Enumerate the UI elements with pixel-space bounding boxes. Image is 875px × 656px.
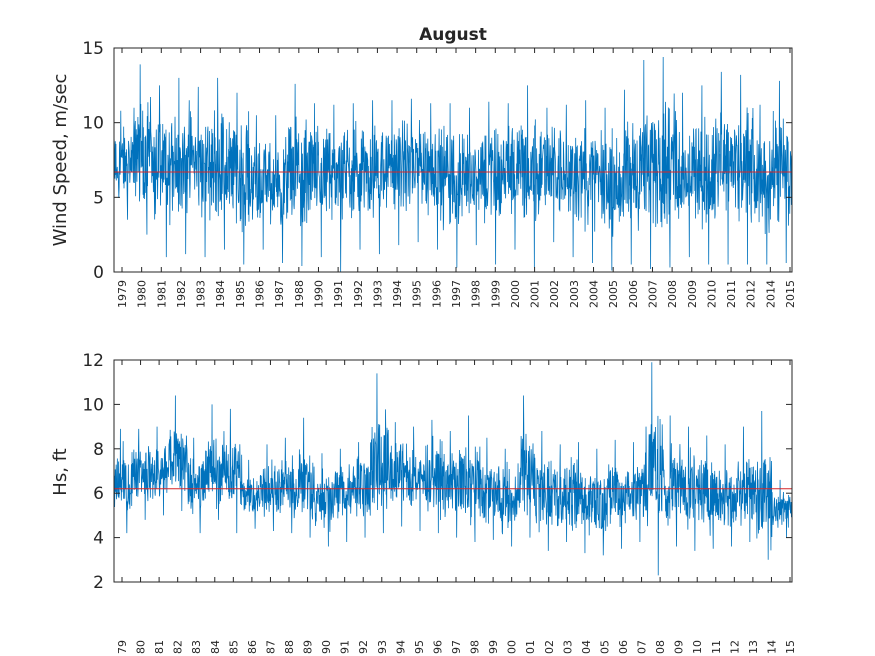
xtick-label: 1993 xyxy=(371,280,384,308)
xtick-label: 00 xyxy=(506,640,519,654)
xtick-label: 2011 xyxy=(725,280,738,308)
xtick-label: 1994 xyxy=(391,280,404,308)
xtick-label: 2009 xyxy=(686,280,699,308)
xtick-label: 04 xyxy=(580,640,593,654)
xtick-label: 1992 xyxy=(352,280,365,308)
xtick-label: 2006 xyxy=(627,280,640,308)
xtick-label: 2002 xyxy=(548,280,561,308)
xtick-label: 1995 xyxy=(411,280,424,308)
xtick-label: 99 xyxy=(487,640,500,654)
xtick-label: 1983 xyxy=(195,280,208,308)
xtick-label: 02 xyxy=(543,640,556,654)
xtick-label: 86 xyxy=(246,640,259,654)
xtick-label: 1981 xyxy=(155,280,168,308)
series-line xyxy=(113,362,793,576)
xtick-label: 1984 xyxy=(214,280,227,308)
xtick-label: 06 xyxy=(617,640,630,654)
xtick-label: 05 xyxy=(598,640,611,654)
xtick-label: 1985 xyxy=(234,280,247,308)
xtick-label: 97 xyxy=(450,640,463,654)
ytick-label: 12 xyxy=(82,351,104,371)
xtick-label: 14 xyxy=(765,640,778,654)
xtick-label: 2005 xyxy=(607,280,620,308)
wave-height-axes: 2 4 6 8 10 12 79 80 81 82 83 84 85 86 87 88 89 90 91 92 93 94… xyxy=(82,351,797,654)
ytick-label: 0 xyxy=(93,263,104,283)
xtick-label: 1991 xyxy=(332,280,345,308)
xtick-label: 09 xyxy=(673,640,686,654)
xtick-label: 2000 xyxy=(509,280,522,308)
xtick-label: 83 xyxy=(190,640,203,654)
xtick-label: 08 xyxy=(654,640,667,654)
xtick-label: 11 xyxy=(710,640,723,654)
ytick-label: 5 xyxy=(93,188,104,208)
xtick-label: 1987 xyxy=(273,280,286,308)
xtick-label: 81 xyxy=(153,640,166,654)
xtick-label: 91 xyxy=(339,640,352,654)
ytick-label: 10 xyxy=(82,395,104,415)
xtick-label: 12 xyxy=(728,640,741,654)
xtick-label: 85 xyxy=(227,640,240,654)
chart-title: August xyxy=(419,25,487,45)
xtick-label: 2003 xyxy=(568,280,581,308)
xtick-label: 2014 xyxy=(764,280,777,308)
xtick-label: 01 xyxy=(524,640,537,654)
xtick-label: 1990 xyxy=(312,280,325,308)
xtick-label: 96 xyxy=(431,640,444,654)
xtick-label: 2007 xyxy=(646,280,659,308)
xtick-label: 93 xyxy=(376,640,389,654)
xtick-label: 1996 xyxy=(430,280,443,308)
ytick-label: 4 xyxy=(93,529,104,549)
xtick-label: 1988 xyxy=(293,280,306,308)
ytick-label: 8 xyxy=(93,440,104,460)
wind-speed-axes: 0 5 10 15 1979 1980 1981 1982 1983 1984 1985 1986 19… xyxy=(82,39,797,308)
xtick-label: 87 xyxy=(264,640,277,654)
xtick-label: 94 xyxy=(394,640,407,654)
series-line xyxy=(113,56,793,273)
xtick-label: 1982 xyxy=(175,280,188,308)
xtick-label: 15 xyxy=(784,640,797,654)
xtick-label: 79 xyxy=(116,640,129,654)
xtick-label: 13 xyxy=(747,640,760,654)
xtick-label: 2001 xyxy=(529,280,542,308)
axes-frame xyxy=(113,47,793,273)
xtick-label: 98 xyxy=(469,640,482,654)
ytick-label: 2 xyxy=(93,573,104,593)
xtick-label: 07 xyxy=(636,640,649,654)
ytick-label: 15 xyxy=(82,39,104,59)
xtick-label: 10 xyxy=(691,640,704,654)
xtick-label: 03 xyxy=(561,640,574,654)
xtick-label: 1998 xyxy=(470,280,483,308)
xtick-label: 95 xyxy=(413,640,426,654)
xtick-label: 2008 xyxy=(666,280,679,308)
wave-height-ylabel: Hs, ft xyxy=(50,448,71,495)
wind-speed-ylabel: Wind Speed, m/sec xyxy=(50,74,71,247)
xtick-label: 1979 xyxy=(116,280,129,308)
xtick-label: 89 xyxy=(302,640,315,654)
xtick-label: 1999 xyxy=(489,280,502,308)
ytick-label: 6 xyxy=(93,484,104,504)
xtick-label: 2012 xyxy=(745,280,758,308)
ytick-label: 10 xyxy=(82,114,104,134)
xtick-label: 80 xyxy=(135,640,148,654)
xtick-label: 2015 xyxy=(784,280,797,308)
xtick-label: 92 xyxy=(357,640,370,654)
xtick-label: 1986 xyxy=(254,280,267,308)
xtick-label: 1980 xyxy=(136,280,149,308)
xtick-label: 90 xyxy=(320,640,333,654)
axes-frame xyxy=(113,359,793,583)
xtick-label: 82 xyxy=(172,640,185,654)
xtick-label: 1997 xyxy=(450,280,463,308)
xtick-label: 88 xyxy=(283,640,296,654)
xtick-label: 84 xyxy=(209,640,222,654)
xtick-label: 2004 xyxy=(588,280,601,308)
xtick-label: 2010 xyxy=(705,280,718,308)
